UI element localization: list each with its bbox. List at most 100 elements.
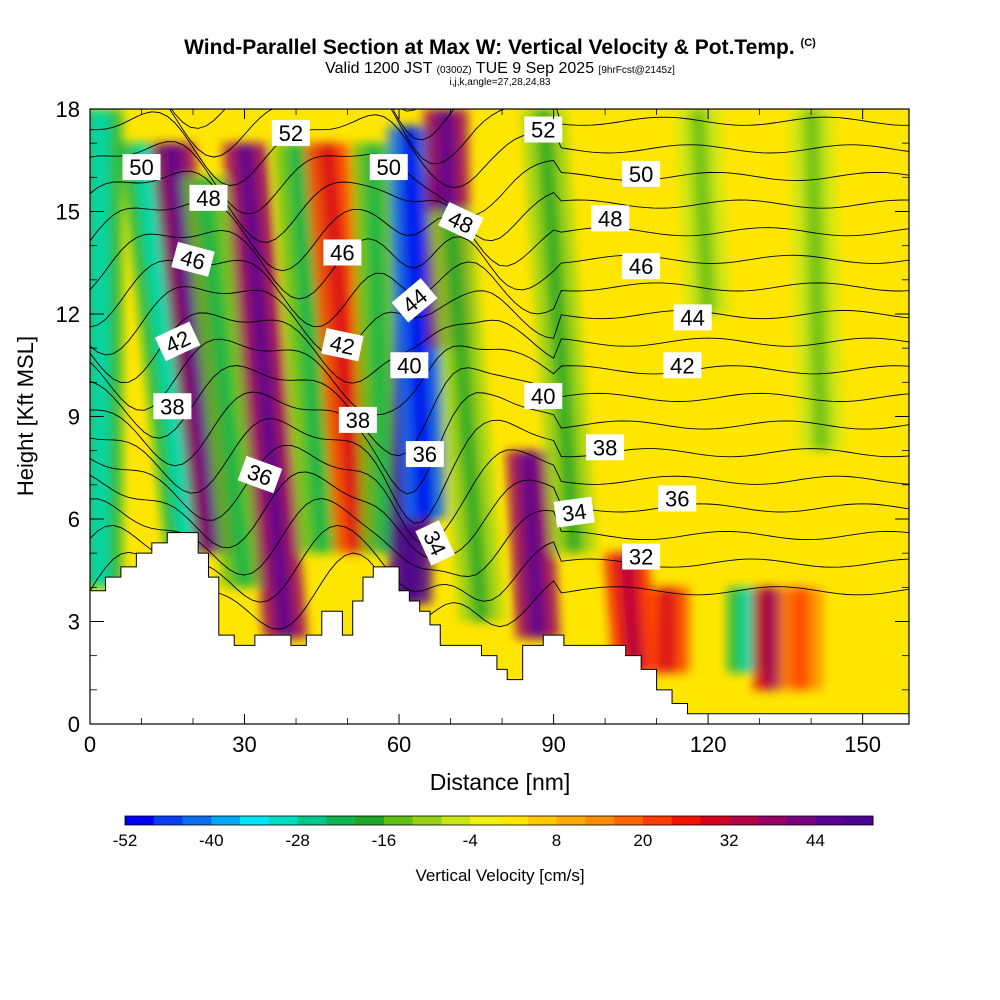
contour-label-box — [323, 239, 362, 266]
contour-label-box — [122, 154, 161, 181]
subtitle-valid: Valid 1200 JST — [325, 60, 433, 77]
contour-label-box — [658, 485, 697, 512]
w-band-core — [616, 553, 645, 673]
contour-label-box — [524, 116, 563, 143]
w-band-core — [689, 109, 717, 314]
contour-label: 38 — [153, 393, 192, 420]
contour-label-box — [321, 328, 364, 362]
colorbar-swatch — [125, 816, 155, 825]
colorbar-swatch — [556, 816, 586, 825]
terrain-mask — [89, 532, 910, 725]
contour-label: 48 — [189, 184, 228, 211]
colorbar-swatch — [815, 816, 845, 825]
x-tick-label: 150 — [844, 732, 881, 757]
contour-label: 36 — [658, 485, 697, 512]
contour-label-text: 34 — [560, 499, 588, 527]
contour-label-box — [153, 393, 192, 420]
theta-contour-line — [90, 551, 909, 630]
contour-label-box — [189, 184, 228, 211]
theta-contour-line — [168, 109, 909, 165]
contour-label: 42 — [154, 321, 201, 362]
contour-label-box — [391, 278, 438, 323]
colorbar-tick-label: 32 — [720, 831, 739, 850]
contour-label-box — [405, 441, 444, 468]
contour-label-box — [338, 406, 377, 433]
w-band-core — [235, 143, 295, 639]
contour-label-box — [622, 543, 661, 570]
colorbar: -52 -40 -28 -16 -4 8 20 32 44 — [113, 815, 874, 850]
colorbar-swatch — [844, 816, 874, 825]
contour-label-box — [154, 321, 201, 362]
contour-label-box — [586, 434, 625, 461]
subtitle-forecast: [9hrFcst@2145z] — [598, 65, 675, 76]
chart-subtitle-indices: i,j,k,angle=27,28,24,83 — [449, 77, 551, 88]
colorbar-swatch — [470, 816, 500, 825]
colorbar-swatch — [614, 816, 644, 825]
x-axis-label: Distance [nm] — [430, 769, 571, 795]
contour-label-text: 36 — [665, 487, 689, 512]
colorbar-swatch — [268, 816, 299, 825]
subtitle-utc: (0300Z) — [436, 65, 472, 76]
w-band-core — [534, 109, 583, 554]
colorbar-swatch — [153, 816, 184, 825]
contour-label: 50 — [122, 154, 161, 181]
colorbar-swatch — [240, 816, 270, 825]
w-band-core — [194, 177, 254, 588]
w-band-core — [441, 211, 491, 622]
theta-contour-line — [400, 109, 417, 112]
contour-label-box — [369, 154, 408, 181]
y-axis-label: Height [Kft MSL] — [13, 336, 38, 496]
x-tick-label: 60 — [387, 732, 411, 757]
contour-label: 46 — [323, 239, 362, 266]
theta-contour-line — [90, 391, 909, 495]
colorbar-swatch — [671, 816, 701, 825]
colorbar-swatch — [642, 816, 673, 825]
colorbar-tick-label: -40 — [199, 831, 224, 850]
w-band-core — [91, 109, 110, 588]
contour-label-text: 44 — [680, 305, 704, 330]
contour-label-box — [271, 119, 310, 146]
contour-label-text: 48 — [598, 206, 622, 231]
contour-label-text: 52 — [531, 118, 555, 143]
colorbar-swatch — [729, 816, 759, 825]
theta-contour-line — [90, 418, 909, 524]
colorbar-swatch — [585, 816, 615, 825]
x-tick-label: 120 — [690, 732, 727, 757]
contour-label-box — [171, 241, 215, 277]
theta-contour-line — [90, 259, 909, 328]
contour-label: 34 — [553, 496, 595, 528]
colorbar-swatch — [700, 816, 730, 825]
contour-label-text: 46 — [330, 241, 354, 266]
contour-label-text: 36 — [413, 442, 437, 467]
contour-label: 38 — [338, 406, 377, 433]
colorbar-tick-label: 20 — [633, 831, 652, 850]
contour-label-box — [524, 383, 563, 409]
contour-label-box — [438, 201, 484, 242]
chart-title: Wind-Parallel Section at Max W: Vertical… — [184, 36, 816, 59]
contour-label: 36 — [405, 441, 444, 468]
theta-contour-line — [90, 338, 909, 416]
contour-label-text: 52 — [279, 121, 303, 146]
theta-contour-line — [90, 286, 909, 356]
colorbar-label: Vertical Velocity [cm/s] — [415, 866, 584, 885]
y-tick-label: 18 — [56, 97, 80, 122]
contour-label-text: 50 — [629, 162, 653, 187]
w-band-core — [658, 587, 676, 673]
contour-label-text: 38 — [160, 394, 184, 419]
y-tick-label: 3 — [68, 610, 80, 635]
contour-label: 52 — [271, 119, 310, 146]
contour-label-text: 40 — [397, 353, 421, 378]
colorbar-tick-label: -16 — [372, 831, 397, 850]
contour-label-box — [415, 520, 455, 566]
contour-label: 48 — [591, 205, 630, 232]
contour-label: 46 — [622, 253, 661, 280]
contour-label: 32 — [622, 543, 661, 570]
theta-contour-line — [90, 111, 909, 189]
colorbar-swatch — [297, 816, 327, 825]
w-band-core — [802, 109, 831, 451]
contour-label-box — [663, 352, 702, 379]
x-tick-label: 0 — [84, 732, 96, 757]
contour-label-text: 50 — [129, 155, 153, 180]
